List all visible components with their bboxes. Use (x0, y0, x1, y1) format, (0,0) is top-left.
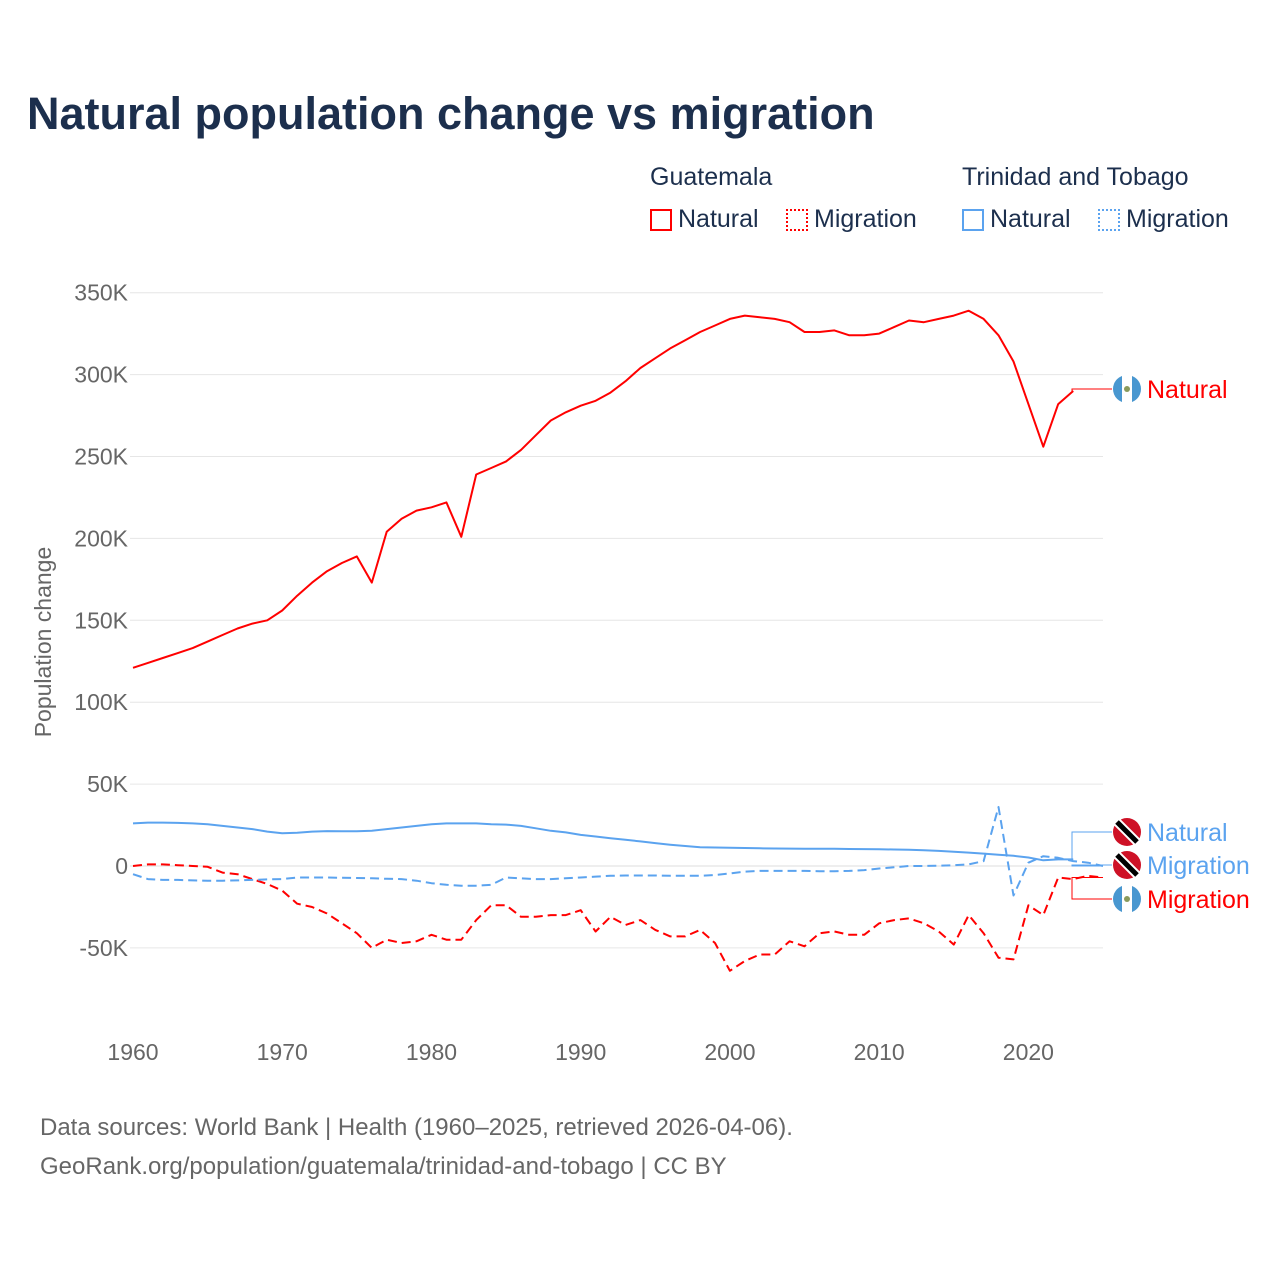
trinidad-flag-icon (1115, 853, 1139, 877)
y-tick-label: 200K (74, 525, 128, 551)
legend-trinidad-migration[interactable]: Migration (1098, 205, 1229, 234)
source-line-2: GeoRank.org/population/guatemala/trinida… (40, 1153, 727, 1180)
legend-swatch-solid (650, 208, 672, 231)
series-line-guatemala-migration (132, 863, 1104, 972)
legend-trinidad-natural[interactable]: Natural (962, 205, 1071, 234)
trinidad-flag-icon (1115, 820, 1139, 844)
legend-swatch-dotted (786, 208, 808, 231)
legend-label: Natural (990, 205, 1071, 233)
legend-group-trinidad: Trinidad and Tobago (962, 163, 1189, 191)
label-connector (1071, 831, 1112, 860)
series-line-trinidad-and-tobago-migration (132, 806, 1104, 897)
x-tick-label: 2020 (1003, 1039, 1054, 1065)
y-tick-label: 0 (115, 853, 128, 879)
x-tick-label: 1990 (555, 1039, 606, 1065)
end-label: Migration (1147, 852, 1250, 880)
x-tick-label: 1980 (406, 1039, 457, 1065)
x-tick-label: 2010 (854, 1039, 905, 1065)
label-connector (1071, 876, 1112, 900)
y-tick-label: 250K (74, 444, 128, 470)
series-line-trinidad-and-tobago-natural (132, 821, 1074, 862)
guatemala-flag-icon (1124, 386, 1130, 392)
legend-group-guatemala: Guatemala (650, 163, 773, 191)
legend-label: Migration (814, 205, 917, 233)
source-note: Data sources: World Bank | Health (1960–… (40, 1108, 793, 1186)
chart-title: Natural population change vs migration (27, 88, 875, 139)
y-tick-label: 150K (74, 607, 128, 633)
legend-label: Natural (678, 205, 759, 233)
legend-swatch-dotted (1098, 208, 1120, 231)
end-label: Natural (1147, 819, 1228, 847)
series-line-guatemala-natural (132, 309, 1074, 669)
end-label: Natural (1147, 376, 1228, 404)
y-tick-label: 100K (74, 689, 128, 715)
legend-guatemala-migration[interactable]: Migration (786, 205, 917, 234)
x-tick-label: 1960 (107, 1039, 158, 1065)
y-tick-label: 300K (74, 362, 128, 388)
y-tick-label: -50K (79, 935, 128, 961)
guatemala-flag-icon (1124, 896, 1130, 902)
label-connector (1071, 388, 1112, 392)
label-connector (1071, 864, 1112, 867)
legend-swatch-solid (962, 208, 984, 231)
y-tick-label: 50K (87, 771, 129, 797)
source-line-1: Data sources: World Bank | Health (1960–… (40, 1114, 793, 1141)
y-tick-label: 350K (74, 280, 128, 306)
x-tick-label: 2000 (704, 1039, 755, 1065)
end-label: Migration (1147, 886, 1250, 914)
x-tick-label: 1970 (257, 1039, 308, 1065)
legend-label: Migration (1126, 205, 1229, 233)
y-axis-label: Population change (30, 547, 56, 738)
legend-guatemala-natural[interactable]: Natural (650, 205, 759, 234)
